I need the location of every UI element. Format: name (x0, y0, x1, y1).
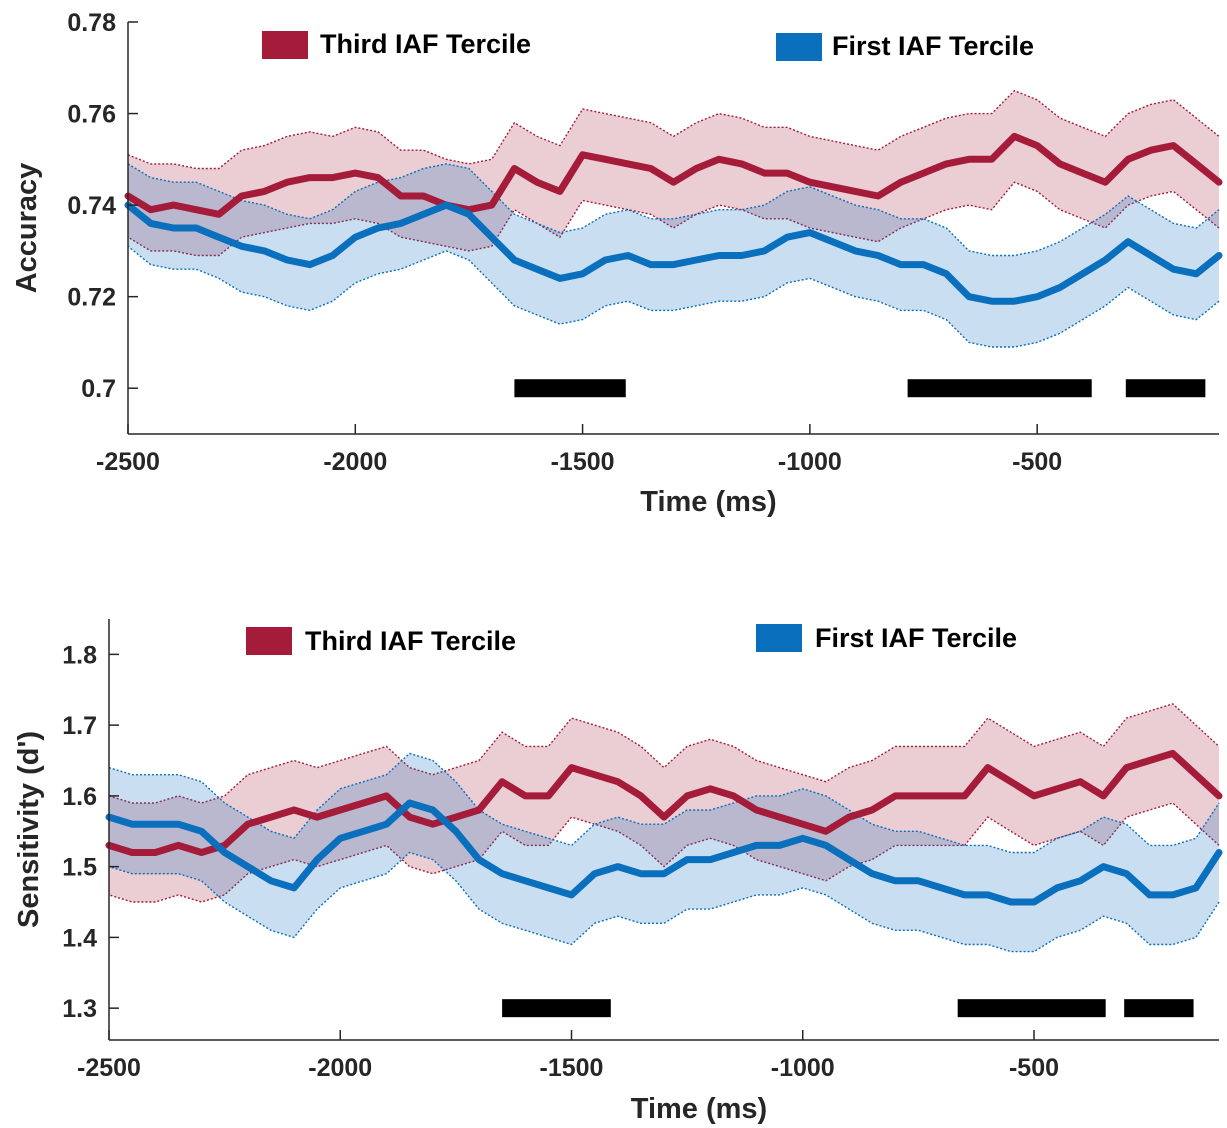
significance-bar-1 (514, 379, 626, 398)
y-tick-label: 0.76 (67, 101, 116, 129)
ci-lower-edge-series-2 (127, 245, 1220, 348)
x-tick-label: -1500 (540, 1054, 604, 1082)
ci-band-series-1 (109, 703, 1219, 902)
legend-swatch-2 (756, 624, 802, 652)
ci-upper-edge-series-1 (127, 89, 1220, 170)
ci-upper-edge-series-2 (127, 163, 1220, 257)
x-tick-label: -500 (1012, 448, 1062, 476)
significance-bar-2 (957, 999, 1106, 1018)
ci-lower-edge-series-1 (108, 802, 1220, 903)
y-tick-label: 0.78 (67, 9, 116, 37)
x-tick-label: -1000 (771, 1054, 835, 1082)
legend-swatch-1 (262, 31, 308, 59)
significance-bar-3 (1124, 999, 1194, 1018)
legend-label-1: Third IAF Tercile (305, 626, 516, 656)
ci-band-series-2 (109, 753, 1219, 952)
y-tick-label: 0.72 (67, 284, 116, 312)
x-tick-label: -1000 (778, 448, 842, 476)
x-axis-label: Time (ms) (631, 1093, 767, 1125)
y-tick-label: 1.4 (62, 924, 97, 952)
significance-bar-2 (907, 379, 1092, 398)
ci-upper-edge-series-1 (108, 703, 1220, 804)
ci-band-series-1 (128, 90, 1219, 256)
legend-swatch-1 (246, 627, 292, 655)
ci-lower-edge-series-1 (127, 181, 1220, 257)
x-axis-label: Time (ms) (640, 486, 776, 518)
x-tick-label: -2000 (308, 1054, 372, 1082)
x-tick-label: -500 (1009, 1054, 1059, 1082)
ci-upper-edge-series-2 (108, 752, 1220, 854)
ci-band-series-2 (128, 163, 1219, 347)
series-line-2 (124, 201, 1223, 305)
y-tick-label: 1.8 (62, 641, 97, 669)
x-tick-label: -2000 (323, 448, 387, 476)
y-tick-label: 1.7 (62, 712, 97, 740)
ci-lower-edge-series-2 (108, 851, 1220, 953)
series-line-1 (124, 132, 1223, 218)
y-axis-label: Sensitivity (d') (13, 731, 45, 928)
y-tick-label: 0.7 (81, 375, 116, 403)
y-tick-label: 1.5 (62, 854, 97, 882)
series-line-2 (105, 799, 1223, 906)
y-tick-label: 0.74 (67, 192, 116, 220)
significance-bar-1 (502, 999, 611, 1018)
legend-swatch-2 (776, 33, 822, 61)
legend-label-1: Third IAF Tercile (320, 29, 531, 59)
x-tick-label: -2500 (77, 1054, 141, 1082)
x-tick-label: -1500 (551, 448, 615, 476)
legend-label-2: First IAF Tercile (832, 31, 1034, 61)
significance-bar-3 (1125, 379, 1206, 398)
x-tick-label: -2500 (96, 448, 160, 476)
chart-panel-2: -2500 -2000 -1500 -1000 -500 1.3 1.4 1.5 1.6 1.7 1… (13, 619, 1223, 1125)
legend-label-2: First IAF Tercile (815, 623, 1017, 653)
chart-panel-1: -2500 -2000 -1500 -1000 -500 0.7 0.72 0.74 0.76 0… (11, 9, 1223, 518)
y-axis-label: Accuracy (11, 163, 43, 294)
y-tick-label: 1.3 (62, 995, 97, 1023)
series-line-1 (105, 749, 1223, 856)
y-tick-label: 1.6 (62, 783, 97, 811)
